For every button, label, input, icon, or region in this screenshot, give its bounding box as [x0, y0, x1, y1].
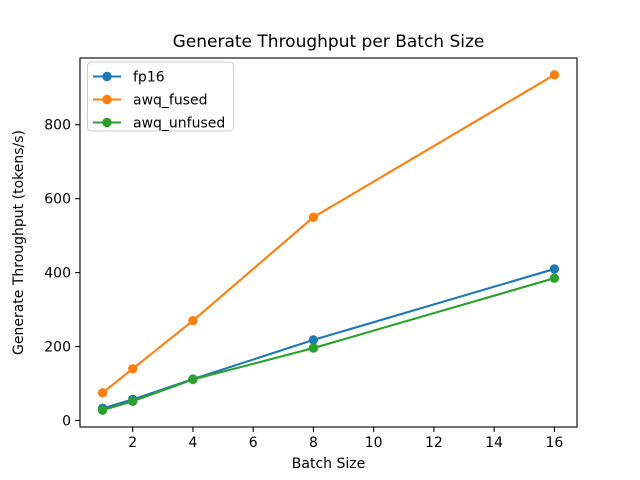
y-tick-label: 800 — [44, 118, 71, 134]
y-tick-label: 400 — [44, 266, 71, 282]
chart-title: Generate Throughput per Batch Size — [173, 32, 485, 52]
data-point-awq_fused-x16 — [549, 70, 560, 80]
legend-label-fp16: fp16 — [133, 70, 165, 86]
legend-marker-awq_fused — [102, 94, 112, 105]
legend: fp16 awq_fused awq_unfused — [87, 61, 234, 132]
x-tick-label: 4 — [188, 435, 197, 451]
series-line-awq_unfused — [102, 277, 555, 412]
legend-label-awq_fused: awq_fused — [133, 93, 208, 109]
y-tick-label: 0 — [62, 414, 71, 430]
legend-label-awq_unfused: awq_unfused — [133, 116, 225, 132]
data-point-awq_unfused-x4 — [188, 374, 198, 385]
data-point-awq_unfused-x8 — [308, 343, 319, 353]
y-tick-label: 200 — [44, 340, 71, 356]
plot-area: 2 4 6 8 10 12 14 16 0 200 400 600 800 fp16 awq_fusedaw… — [44, 57, 578, 451]
legend-box — [87, 61, 234, 132]
y-axis-label: Generate Throughput (tokens/s) — [11, 130, 27, 355]
x-tick-label: 8 — [309, 435, 318, 451]
y-tick-label: 600 — [44, 192, 71, 208]
legend-marker-awq_unfused — [102, 117, 112, 128]
data-point-fp16-x8 — [308, 335, 319, 345]
x-axis-label: Batch Size — [292, 456, 365, 472]
legend-marker-fp16 — [102, 71, 112, 82]
data-point-awq_fused-x2 — [128, 364, 138, 374]
x-tick-label: 14 — [485, 435, 503, 451]
data-point-awq_unfused-x2 — [128, 396, 138, 407]
data-point-awq_fused-x8 — [308, 212, 319, 222]
data-point-fp16-x16 — [549, 264, 560, 274]
plot-border — [79, 57, 578, 428]
data-point-awq_fused-x4 — [188, 315, 198, 326]
data-point-awq_unfused-x16 — [549, 273, 560, 283]
x-tick-label: 16 — [545, 435, 563, 451]
x-tick-label: 12 — [425, 435, 443, 451]
data-point-awq_fused-x1 — [97, 388, 108, 398]
x-tick-label: 2 — [128, 435, 137, 451]
x-tick-label: 10 — [365, 435, 383, 451]
data-point-awq_unfused-x1 — [97, 405, 108, 415]
x-tick-label: 6 — [249, 435, 258, 451]
